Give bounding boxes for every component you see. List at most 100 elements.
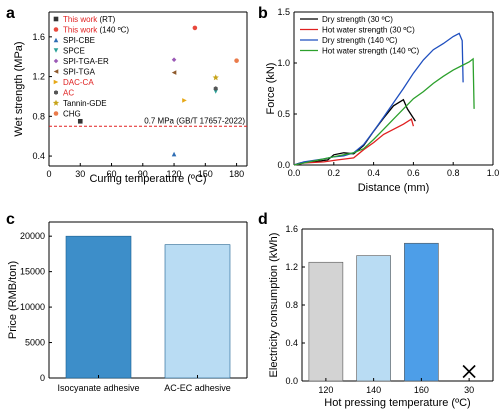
b-y-tick-label: 0.0 [277, 160, 290, 170]
a-legend-entry: SPI-TGA-ER [63, 57, 109, 66]
b-x-axis-title: Distance (mm) [358, 182, 430, 194]
a-legend-marker [53, 69, 59, 74]
d-x-tick-label: 120 [318, 385, 333, 395]
a-legend-entry: This work (140 ºC) [63, 26, 129, 35]
a-legend-suffix: (140 ºC) [97, 26, 129, 35]
d-x-tick-label: 160 [414, 385, 429, 395]
a-data-point [171, 70, 177, 75]
a-legend-marker [54, 90, 58, 95]
panel-a: a 0 30 60 90 120 150 180 0.4 0.8 1.2 1.6 Curing tem… [6, 5, 248, 185]
b-series-line [293, 98, 416, 166]
d-bar [308, 261, 344, 382]
d-bar [356, 255, 391, 382]
d-x-axis-title: Hot pressing temperature (ºC) [324, 397, 470, 409]
a-y-axis-title: Wet strength (MPa) [13, 41, 25, 136]
a-data-point [213, 86, 218, 91]
a-y-tick-label: 0.4 [32, 151, 45, 161]
panel-letter-d: d [258, 211, 268, 228]
b-x-tick-label: 1.0 [487, 168, 500, 178]
a-legend-entry: Tannin-GDE [63, 99, 107, 108]
a-y-tick-label: 1.2 [32, 72, 45, 82]
c-y-tick-label: 5000 [25, 338, 45, 348]
a-data-point [171, 57, 177, 62]
c-y-tick-label: 15000 [20, 267, 45, 277]
d-y-tick-label: 0.0 [285, 376, 298, 386]
a-legend-name: Tannin-GDE [63, 99, 107, 108]
a-data-point [234, 58, 239, 63]
a-legend-marker [53, 37, 59, 43]
a-y-tick-label: 0.8 [32, 111, 45, 121]
a-data-point [171, 151, 177, 157]
d-y-tick-label: 0.8 [285, 300, 298, 310]
b-legend-entry: Hot water strength (140 ºC) [322, 47, 420, 56]
a-x-tick-label: 180 [229, 169, 244, 179]
a-legend-marker [53, 16, 59, 22]
b-y-tick-label: 1.0 [277, 58, 290, 68]
c-x-tick-label: Isocyanate adhesive [57, 383, 139, 393]
panel-d: d 0.0 0.4 0.8 1.2 1.6 Electricity consumption… [258, 211, 494, 409]
a-data-point [212, 74, 219, 81]
a-legend-name: SPCE [63, 47, 85, 56]
a-legend-entry: CHG [63, 110, 81, 119]
b-series-line [293, 57, 475, 166]
a-x-tick-label: 120 [167, 169, 182, 179]
c-y-tick-label: 10000 [20, 302, 45, 312]
b-x-tick-label: 0.8 [447, 168, 460, 178]
a-x-tick-label: 150 [198, 169, 213, 179]
a-reference-line-label: 0.7 MPa (GB/T 17657-2022) [144, 116, 245, 125]
a-legend-name: This work [63, 15, 98, 24]
a-x-tick-label: 90 [138, 169, 148, 179]
b-legend-entry: Dry strength (140 ºC) [322, 36, 398, 45]
b-x-tick-label: 0.4 [367, 168, 380, 178]
panel-b: b 0.0 0.2 0.4 0.6 0.8 1.0 0.0 0.5 1.0 1.5 Distance… [258, 5, 499, 194]
c-y-tick-label: 0 [40, 373, 45, 383]
d-cross-mark [462, 364, 476, 379]
d-x-tick-label: 30 [464, 385, 474, 395]
a-legend-entry: SPI-CBE [63, 36, 95, 45]
b-legend-entry: Hot water strength (30 ºC) [322, 26, 415, 35]
a-legend-marker [53, 48, 59, 53]
panel-letter-c: c [6, 211, 15, 228]
b-y-tick-label: 1.5 [277, 7, 290, 17]
a-data-point [192, 25, 198, 31]
c-bar [65, 235, 132, 379]
a-legend-name: This work [63, 26, 98, 35]
a-legend-entry: DAC-CA [63, 78, 94, 87]
b-x-tick-label: 0.0 [288, 168, 301, 178]
b-y-tick-label: 0.5 [277, 109, 290, 119]
a-legend-entry: SPCE [63, 47, 85, 56]
b-series-line [293, 118, 415, 166]
a-legend-entry: This work (RT) [63, 15, 116, 24]
a-data-point [182, 98, 187, 103]
a-legend-name: SPI-TGA-ER [63, 57, 109, 66]
a-legend-marker [52, 99, 60, 106]
a-legend-suffix: (RT) [97, 15, 115, 24]
a-legend-name: CHG [63, 110, 81, 119]
a-legend-marker [53, 27, 59, 32]
a-legend-marker [53, 58, 59, 64]
a-legend-name: SPI-CBE [63, 36, 95, 45]
d-y-tick-label: 0.4 [285, 338, 298, 348]
a-legend-marker [53, 79, 59, 85]
b-y-axis-title: Force (kN) [265, 63, 277, 115]
a-data-point [213, 89, 219, 94]
d-bar [404, 242, 439, 382]
d-x-tick-label: 140 [366, 385, 381, 395]
panel-letter-a: a [6, 5, 15, 22]
a-legend-entry: SPI-TGA [63, 68, 96, 77]
panel-c: c 0 5000 10000 15000 20000 Price (RMB/ton) Iso… [6, 211, 248, 393]
a-legend-marker [53, 111, 59, 116]
a-data-point [77, 118, 83, 124]
c-bar [164, 244, 231, 379]
a-legend-name: DAC-CA [63, 78, 94, 87]
b-x-tick-label: 0.6 [407, 168, 420, 178]
a-y-tick-label: 1.6 [32, 32, 45, 42]
a-legend-name: SPI-TGA [63, 68, 96, 77]
a-x-axis-title: Curing temperature (ºC) [89, 173, 206, 185]
a-legend-entry: AC [63, 89, 74, 98]
c-y-tick-label: 20000 [20, 231, 45, 241]
b-x-tick-label: 0.2 [328, 168, 341, 178]
a-x-tick-label: 60 [107, 169, 117, 179]
a-x-tick-label: 0 [46, 169, 51, 179]
